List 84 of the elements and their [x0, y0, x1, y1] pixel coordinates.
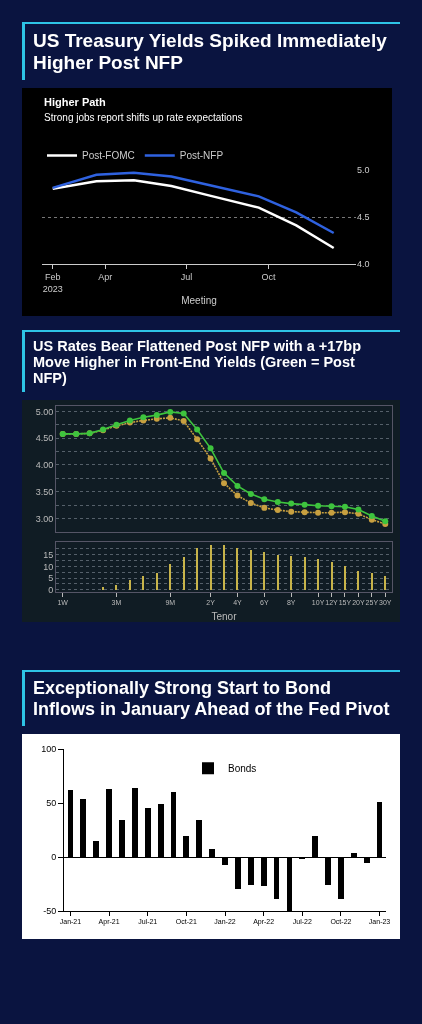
bar	[317, 559, 319, 590]
y-tick-label: 15	[43, 549, 54, 560]
point	[247, 490, 254, 497]
point	[341, 503, 348, 510]
chart-subtitle: Higher Path	[44, 96, 107, 108]
y-tick-label: 5	[48, 573, 54, 584]
bar	[169, 564, 171, 590]
y-tick-label: 3.00	[35, 513, 54, 524]
point	[180, 418, 187, 425]
bar	[357, 571, 359, 590]
point	[288, 500, 295, 507]
point	[328, 503, 335, 510]
point	[261, 504, 268, 511]
chart-title: US Rates Bear Flattened Post NFP with a +17bp Move Higher in Front-End Yields (Green = Post NFP)	[22, 330, 400, 392]
bar	[250, 550, 252, 590]
chart-title: Exceptionally Strong Start to Bond Inflows in January Ahead of the Fed Pivot	[22, 670, 400, 726]
x-axis-title: Meeting	[181, 295, 217, 306]
point	[247, 500, 254, 507]
text: Strong jobs report shifts up rate expectations	[44, 112, 243, 123]
point	[221, 470, 227, 477]
point	[234, 492, 241, 499]
bar	[129, 580, 131, 590]
legend-label: Post-NFP	[179, 150, 224, 162]
point	[180, 410, 187, 417]
y-tick-label: -50	[43, 906, 57, 917]
chart-title: US Treasury Yields Spiked Immediately Higher Post NFP	[22, 22, 400, 80]
point	[207, 445, 214, 452]
point	[341, 509, 348, 516]
bar	[102, 587, 104, 590]
legend-label: Bonds	[228, 763, 257, 775]
bar	[142, 576, 144, 590]
point	[328, 509, 335, 516]
y-tick-label: 10	[43, 561, 54, 572]
y-tick-label: 100	[41, 744, 57, 755]
y-tick-label: 4.50	[35, 433, 54, 444]
point	[221, 480, 227, 487]
point	[234, 482, 241, 489]
bar	[277, 555, 279, 590]
line-series	[51, 171, 335, 235]
bar	[210, 545, 212, 590]
x-tick-label: Jul	[180, 271, 193, 282]
y-tick-label: 50	[46, 798, 57, 809]
point	[274, 507, 281, 514]
point	[261, 496, 268, 503]
y-tick-label: 0	[51, 852, 57, 863]
bar	[223, 545, 225, 590]
y-tick-label: 0	[48, 584, 54, 595]
line-series	[51, 179, 335, 250]
point	[194, 436, 201, 443]
point	[207, 455, 214, 462]
point	[355, 506, 362, 513]
point	[315, 502, 322, 509]
bar	[304, 557, 306, 590]
bar	[344, 566, 346, 590]
y-tick-label: 5.00	[35, 406, 54, 417]
bar	[290, 556, 292, 590]
x-tick-label: Apr	[98, 271, 113, 282]
bar	[236, 548, 238, 590]
point	[368, 512, 375, 519]
bar	[331, 562, 333, 590]
y-tick-label: 5.0	[357, 165, 370, 176]
y-tick-label: 3.50	[35, 486, 54, 497]
x-tick-label: Oct	[261, 271, 277, 282]
bar	[384, 576, 386, 590]
bar	[263, 552, 265, 590]
bar	[156, 573, 158, 590]
point	[315, 509, 322, 516]
point	[288, 508, 295, 515]
y-tick-label: 4.0	[357, 259, 370, 270]
point	[301, 509, 308, 516]
y-tick-label: 4.5	[357, 212, 370, 223]
bar	[196, 548, 198, 590]
y-tick-label: 4.00	[35, 460, 54, 471]
x-tick-label: Feb 2023	[42, 271, 63, 294]
bar	[115, 585, 117, 590]
point	[167, 408, 174, 415]
point	[194, 426, 201, 433]
point	[274, 498, 281, 505]
bar	[371, 573, 373, 590]
bar	[183, 557, 185, 590]
x-axis-title: Tenor	[211, 611, 238, 622]
point	[167, 414, 174, 421]
legend-label: Post-FOMC	[82, 150, 135, 162]
point	[301, 501, 308, 508]
